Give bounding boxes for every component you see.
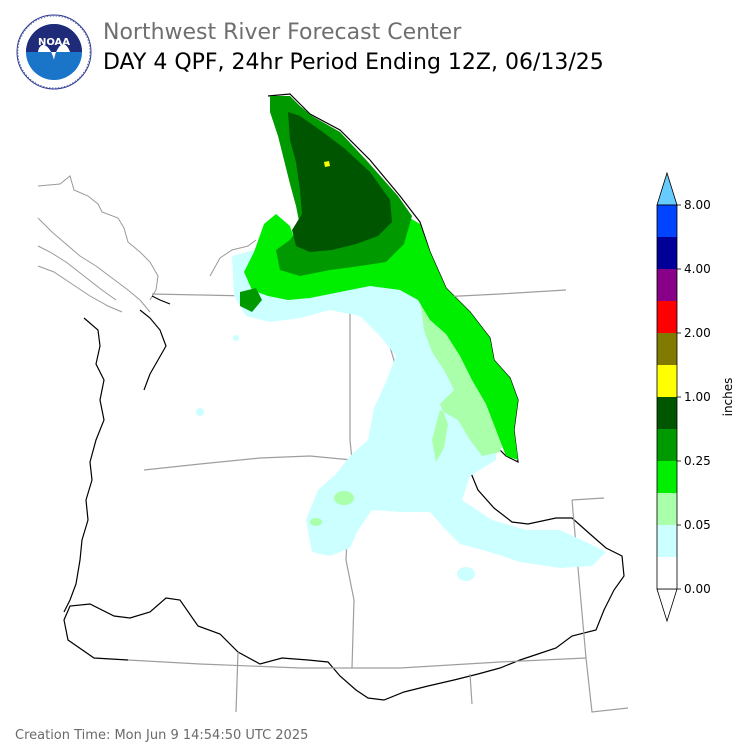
precip-cyan (232, 248, 606, 568)
colorbar: 0.00 0.05 0.25 1.00 2.00 4.00 8.00 inches (656, 171, 735, 623)
precip-lg-spot-1 (334, 491, 354, 505)
colorbar-bin-9 (657, 269, 677, 301)
colorbar-bin-7 (657, 333, 677, 365)
colorbar-tick-label: 1.00 (684, 390, 711, 404)
colorbar-bin-0 (657, 557, 677, 589)
colorbar-bin-11 (657, 205, 677, 237)
colorbar-bin-5 (657, 397, 677, 429)
colorbar-under-triangle (656, 588, 678, 623)
colorbar-tick-label: 0.05 (684, 518, 711, 532)
colorbar-bin-1 (657, 525, 677, 557)
noaa-logo-icon: NOAA (16, 14, 92, 90)
precip-green-spot (240, 288, 262, 312)
precip-light-green (420, 300, 508, 462)
colorbar-tick-label: 0.25 (684, 454, 711, 468)
precip-cyan-spot-1 (457, 567, 475, 581)
basin-outline (63, 93, 625, 701)
colorbar-bin-8 (657, 301, 677, 333)
precip-cyan-spot-2 (196, 408, 204, 416)
colorbar-unit-label: inches (721, 378, 735, 417)
colorbar-bin-6 (657, 365, 677, 397)
noaa-logo-text: NOAA (38, 37, 70, 48)
precip-cyan-spot-3 (233, 335, 239, 341)
precip-lg-spot-2 (310, 518, 322, 526)
precip-green (244, 212, 518, 460)
canada-coastline (37, 175, 257, 313)
washington-coastline (63, 295, 171, 613)
creation-time: Creation Time: Mon Jun 9 14:54:50 UTC 20… (15, 728, 309, 743)
colorbar-bin-10 (657, 237, 677, 269)
colorbar-bin-2 (657, 493, 677, 525)
precip-yellow-spot (324, 161, 330, 167)
org-title: Northwest River Forecast Center (103, 20, 462, 45)
precip-dark-green (288, 112, 392, 252)
colorbar-bins (656, 171, 678, 623)
product-title: DAY 4 QPF, 24hr Period Ending 12Z, 06/13… (103, 50, 604, 75)
colorbar-bin-3 (657, 461, 677, 493)
precip-areas (196, 96, 606, 581)
colorbar-tick-label: 4.00 (684, 262, 711, 276)
colorbar-over-triangle (656, 171, 678, 206)
colorbar-tick-label: 8.00 (684, 198, 711, 212)
colorbar-ticks: 0.00 0.05 0.25 1.00 2.00 4.00 8.00 (677, 198, 711, 596)
colorbar-tick-label: 0.00 (684, 582, 711, 596)
colorbar-tick-label: 2.00 (684, 326, 711, 340)
colorbar-bin-4 (657, 429, 677, 461)
